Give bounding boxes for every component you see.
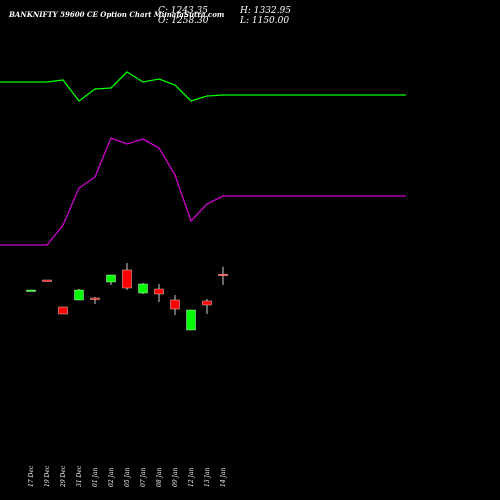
candle-07-jan	[138, 283, 148, 294]
x-tick-label: 07 Jan	[140, 467, 147, 487]
x-tick-label: 19 Dec	[44, 465, 51, 487]
candle-body	[218, 273, 228, 276]
candles-layer	[26, 263, 228, 331]
candle-14-jan	[218, 266, 228, 285]
x-tick-label: 17 Dec	[28, 465, 35, 487]
candle-body	[154, 288, 164, 295]
candle-09-jan	[170, 295, 180, 315]
indicator-line-1	[0, 71, 406, 102]
candle-body	[74, 289, 84, 301]
x-tick-label: 02 Jan	[108, 467, 115, 487]
open-value: O: 1258.30	[158, 16, 209, 26]
x-tick-label: 31 Dec	[76, 465, 83, 487]
candle-body	[90, 297, 100, 300]
candle-body	[58, 306, 68, 315]
candle-12-jan	[186, 309, 196, 331]
candle-01-jan	[90, 297, 100, 304]
candle-body	[42, 279, 52, 282]
x-tick-label: 13 Jan	[204, 467, 211, 487]
candle-body	[26, 289, 36, 292]
candle-02-jan	[106, 274, 116, 285]
candle-19-dec	[42, 279, 52, 282]
low-value: L: 1150.00	[240, 16, 290, 26]
candle-body	[106, 274, 116, 283]
candle-body	[138, 283, 148, 294]
x-tick-label: 01 Jan	[92, 467, 99, 487]
x-tick-label: 12 Jan	[188, 467, 195, 487]
close-value: C: 1243.35	[158, 6, 208, 16]
candle-17-dec	[26, 289, 36, 292]
x-tick-label: 08 Jan	[156, 467, 163, 487]
candle-body	[202, 300, 212, 306]
candle-body	[170, 299, 180, 310]
candle-29-dec	[58, 306, 68, 315]
candle-08-jan	[154, 284, 164, 302]
x-tick-label: 05 Jan	[124, 467, 131, 487]
candle-body	[186, 309, 196, 331]
x-tick-label: 14 Jan	[220, 467, 227, 487]
lines-layer	[0, 71, 406, 246]
candle-31-dec	[74, 289, 84, 301]
chart-title: BANKNIFTY 59600 CE Option Chart MunafaSu…	[9, 10, 225, 19]
ticks-layer: 17 Dec 19 Dec 29 Dec 31 Dec 01 Jan 02 Jan 05 J…	[28, 465, 227, 488]
x-tick-label: 29 Dec	[60, 465, 67, 488]
candle-13-jan	[202, 299, 212, 314]
candle-05-jan	[122, 263, 132, 290]
candle-body	[122, 269, 132, 289]
indicator-line-2	[0, 137, 406, 246]
high-value: H: 1332.95	[240, 6, 291, 16]
x-tick-label: 09 Jan	[172, 467, 179, 487]
